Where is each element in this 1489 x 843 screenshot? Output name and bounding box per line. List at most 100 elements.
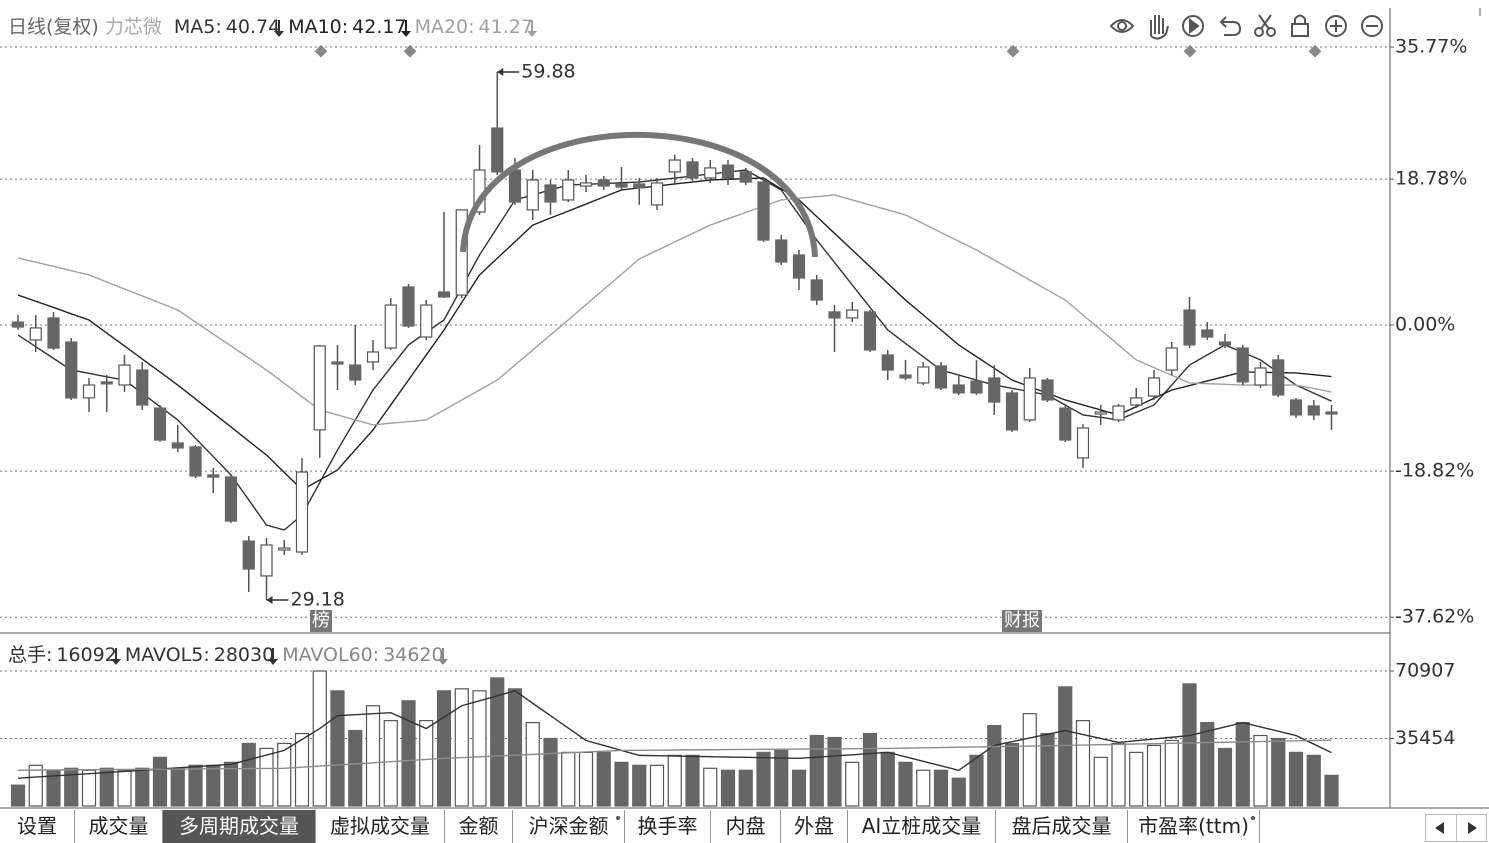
- tab[interactable]: AI立桩成交量: [848, 810, 996, 843]
- volume-bar: [259, 747, 274, 807]
- volume-bar: [10, 784, 26, 807]
- lock-icon[interactable]: [1291, 14, 1309, 37]
- volume-bar: [454, 688, 469, 807]
- tab[interactable]: 成交量: [75, 810, 163, 843]
- indicator-tabs: 设置 成交量 多周期成交量 虚拟成交量 金额 沪深金额 换手率 内盘 外盘 AI立桩成交量 盘后成交…: [0, 810, 1260, 843]
- tab[interactable]: 设置: [0, 810, 75, 843]
- volume-bar: [64, 767, 79, 807]
- volume-bar: [419, 720, 434, 807]
- y-tick-label: 0.00%: [1395, 313, 1455, 335]
- y-tick-label: -18.82%: [1395, 460, 1474, 482]
- volume-bar: [703, 767, 718, 807]
- scroll-right[interactable]: [1455, 815, 1487, 841]
- arc-annotation: [460, 131, 818, 258]
- tab[interactable]: 多周期成交量: [163, 810, 316, 843]
- annotation-label: 59.88: [521, 60, 575, 82]
- candle-body: [1272, 359, 1285, 396]
- ma-line: [17, 177, 1332, 491]
- undo-icon[interactable]: [1219, 16, 1242, 36]
- volume-bar: [898, 761, 913, 807]
- candle-body: [544, 184, 557, 203]
- volume-bar: [809, 734, 824, 807]
- candle-body: [1325, 411, 1338, 415]
- volume-bar: [933, 769, 949, 807]
- candle-body: [1005, 392, 1019, 431]
- period-label[interactable]: 日线(复权): [8, 16, 99, 38]
- candle-body: [171, 442, 184, 449]
- candle-body: [82, 384, 96, 399]
- volume-bar: [1288, 751, 1304, 807]
- candle-body: [1059, 407, 1072, 441]
- scroll-left[interactable]: [1426, 815, 1456, 841]
- trend-arrow: [110, 648, 121, 665]
- candle-body: [242, 540, 255, 570]
- trend-arrow: [274, 20, 285, 37]
- zoom-out-icon[interactable]: [1361, 15, 1383, 37]
- candle-body: [455, 209, 468, 296]
- volume-bar: [738, 769, 753, 807]
- annotation-label: 29.18: [291, 589, 345, 611]
- eye-icon[interactable]: [1109, 19, 1135, 33]
- event-label: 榜: [312, 610, 330, 631]
- hand-icon[interactable]: [1150, 15, 1169, 40]
- candle-body: [757, 181, 770, 241]
- volume-bar: [223, 761, 239, 807]
- play-icon[interactable]: [1182, 15, 1204, 37]
- candle-body: [917, 366, 930, 384]
- candle-body: [615, 183, 628, 188]
- event-tag: [1002, 610, 1042, 632]
- legend-name: MA20:: [414, 16, 475, 38]
- volume-bar: [1111, 742, 1126, 807]
- tab[interactable]: 沪深金额: [513, 810, 625, 843]
- legend-value: 40.74: [225, 16, 281, 38]
- candle-body: [1165, 347, 1178, 371]
- event-tag: [310, 610, 332, 632]
- candle-body: [1147, 377, 1161, 397]
- volume-bar: [880, 751, 895, 807]
- candle-body: [863, 311, 877, 351]
- volume-bar: [1093, 756, 1108, 807]
- tab[interactable]: 市盈率(ttm): [1128, 810, 1260, 843]
- volume-bar: [1146, 744, 1162, 807]
- candle-body: [1254, 367, 1267, 386]
- legend-value: 41.27: [478, 16, 533, 38]
- candle-body: [1201, 329, 1214, 338]
- candle-body: [1307, 405, 1320, 416]
- toolbar: [1109, 14, 1383, 40]
- candle-body: [1236, 347, 1249, 383]
- volume-bar: [1217, 747, 1233, 807]
- tab-scroller: [1425, 814, 1487, 842]
- candle-body: [792, 254, 806, 279]
- tab[interactable]: 盘后成交量: [996, 810, 1128, 843]
- candle-body: [278, 547, 291, 551]
- candle-body: [313, 345, 326, 431]
- tab[interactable]: 外盘: [781, 810, 848, 843]
- legend-name: MAVOL5:: [124, 644, 210, 666]
- volume-bar: [951, 777, 966, 807]
- volume-bar: [294, 732, 310, 807]
- legend-value: 34620: [383, 644, 444, 666]
- volume-bar: [756, 751, 771, 807]
- candle-body: [402, 286, 415, 327]
- volume-bar: [845, 761, 860, 807]
- legend-value: 42.17: [352, 16, 407, 38]
- tab[interactable]: 换手率: [625, 810, 711, 843]
- zoom-in-icon[interactable]: [1325, 15, 1347, 37]
- tab[interactable]: 内盘: [711, 810, 781, 843]
- event-diamond[interactable]: [1006, 44, 1020, 58]
- candle-body: [420, 304, 433, 338]
- volume-bar: [1040, 732, 1055, 807]
- volume-bar: [1129, 751, 1144, 807]
- cut-icon[interactable]: [1254, 14, 1276, 37]
- candle-body: [668, 159, 681, 173]
- volume-bar: [312, 670, 327, 807]
- candle-body: [846, 309, 859, 319]
- candle-body: [1218, 341, 1232, 346]
- tab[interactable]: 金额: [445, 810, 513, 843]
- volume-bar: [1164, 739, 1179, 807]
- candle-body: [597, 179, 610, 187]
- tab[interactable]: 虚拟成交量: [316, 810, 445, 843]
- volume-bar: [1182, 683, 1197, 807]
- event-diamond[interactable]: [314, 44, 328, 58]
- event-diamond[interactable]: [403, 44, 417, 58]
